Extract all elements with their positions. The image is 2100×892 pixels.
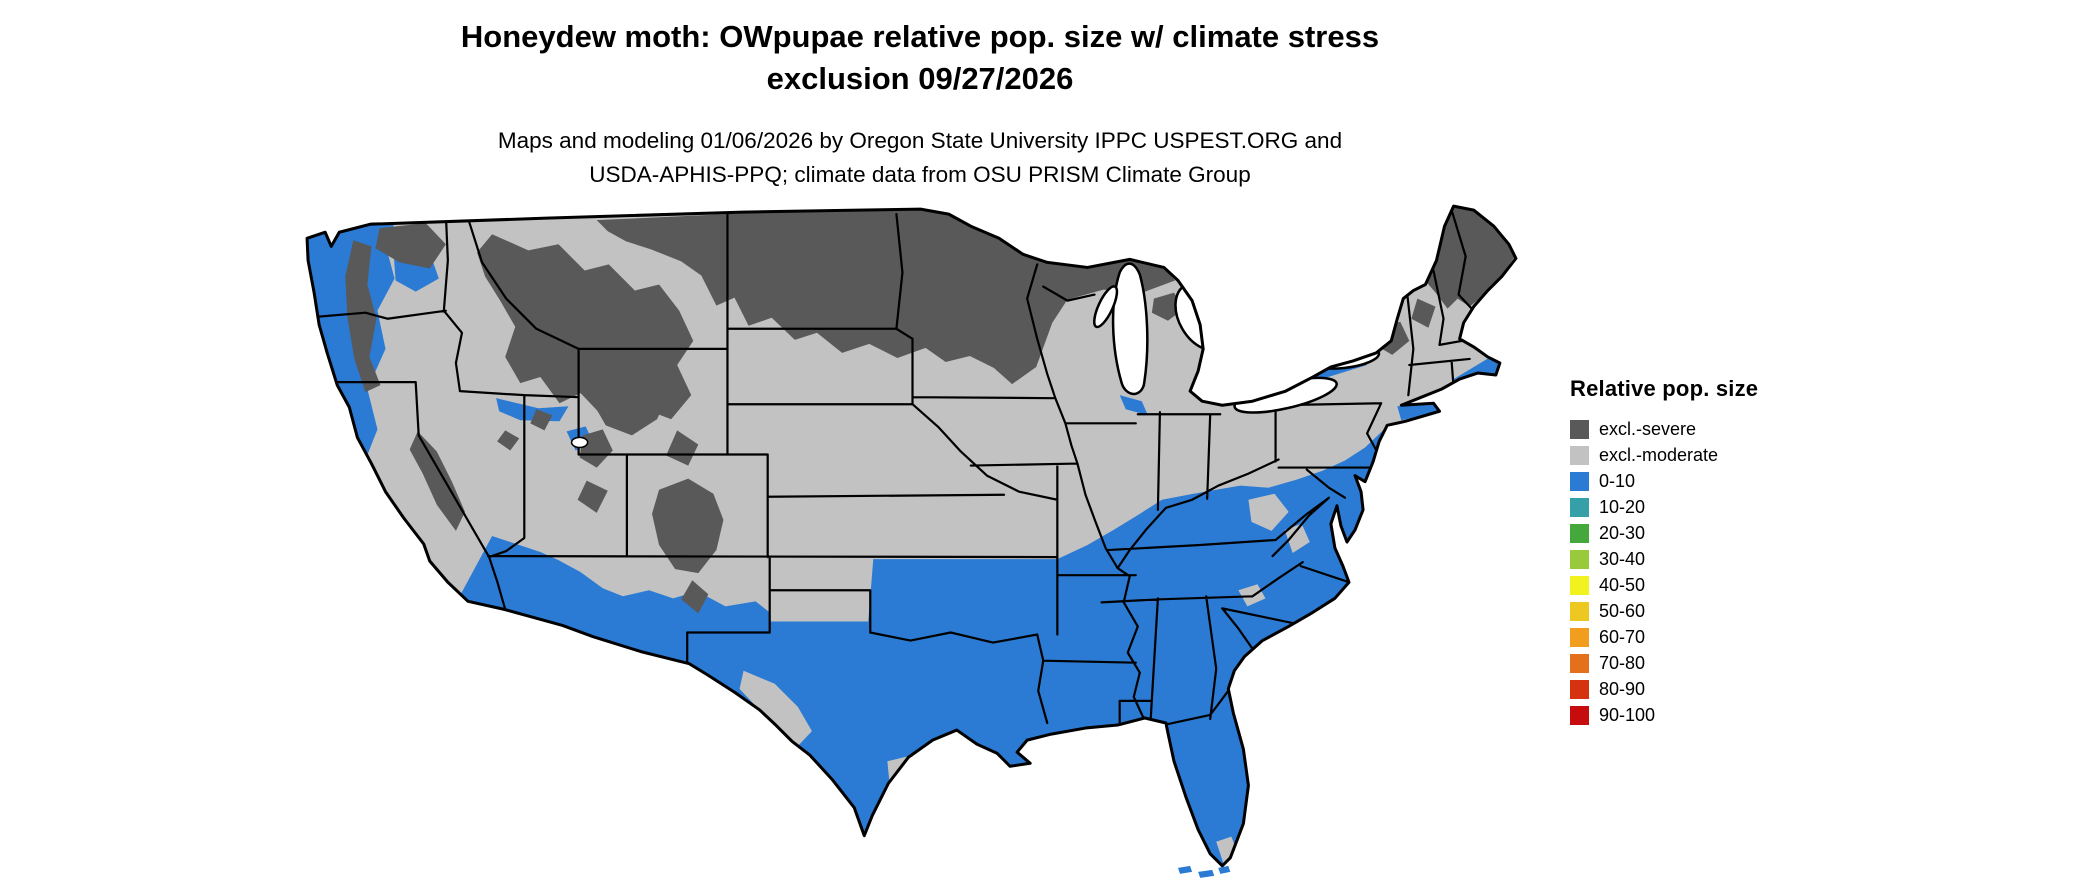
south-texas-moderate: [887, 755, 929, 792]
legend-swatch-70-80: [1570, 653, 1589, 673]
florida-keys: [1178, 865, 1231, 878]
wyoming-severe-2: [666, 430, 699, 466]
legend-swatch-80-90: [1570, 679, 1589, 699]
legend-swatch-60-70: [1570, 627, 1589, 647]
green-bay: [1093, 285, 1119, 329]
state-borders: [316, 209, 1475, 749]
legend-label: 70-80: [1599, 652, 1646, 673]
state-borders-path: [316, 209, 1475, 749]
lake-michigan: [1111, 262, 1149, 396]
us-outline: [305, 204, 1518, 868]
legend-label: 50-60: [1599, 600, 1646, 621]
legend-swatch-excl-moderate: [1570, 445, 1589, 465]
cascades-severe: [345, 240, 381, 393]
legend-item: 0-10: [1570, 468, 1758, 494]
legend-swatch-30-40: [1570, 549, 1589, 569]
legend-label: 0-10: [1599, 470, 1636, 491]
legend-item: 60-70: [1570, 624, 1758, 650]
map-title-line1: Honeydew moth: OWpupae relative pop. siz…: [460, 19, 1380, 54]
map-title-line2: exclusion 09/27/2026: [766, 61, 1074, 96]
legend-label: 90-100: [1599, 704, 1656, 725]
northern-plains-severe: [596, 209, 1175, 385]
utah-severe-2: [577, 480, 608, 513]
us-map: [305, 204, 1518, 878]
legend-label: 40-50: [1599, 574, 1646, 595]
florida-keys-dot-1: [1178, 865, 1193, 874]
figure-header: Honeydew moth: OWpupae relative pop. siz…: [120, 16, 1720, 192]
legend-item: excl.-moderate: [1570, 442, 1758, 468]
legend-swatch-50-60: [1570, 601, 1589, 621]
utah-severe-1: [579, 429, 613, 468]
legend-item: excl.-severe: [1570, 416, 1758, 442]
legend-label: 30-40: [1599, 548, 1646, 569]
legend-swatch-90-100: [1570, 705, 1589, 725]
big-bend-moderate: [739, 670, 812, 748]
legend-item: 30-40: [1570, 546, 1758, 572]
sierra-severe: [409, 431, 465, 531]
legend-item: 90-100: [1570, 702, 1758, 728]
map-subtitle-line2: USDA-APHIS-PPQ; climate data from OSU PR…: [589, 162, 1251, 187]
legend-label: 20-30: [1599, 522, 1646, 543]
lake-michigan-shore-blue: [1119, 395, 1148, 416]
legend-swatch-0-10: [1570, 471, 1589, 491]
new-mexico-severe: [681, 580, 709, 614]
legend-label: 60-70: [1599, 626, 1646, 647]
wyoming-severe: [581, 348, 669, 436]
ne-washington-severe: [375, 223, 446, 269]
great-salt-lake: [570, 436, 589, 449]
legend-title: Relative pop. size: [1570, 376, 1759, 401]
legend-item: 80-90: [1570, 676, 1758, 702]
long-island-blue: [1397, 404, 1440, 421]
legend-item: 50-60: [1570, 598, 1758, 624]
legend-label: excl.-moderate: [1599, 444, 1719, 465]
legend-swatch-40-50: [1570, 575, 1589, 595]
legend: Relative pop. size excl.-severe excl.-mo…: [1570, 376, 1758, 728]
florida-keys-dot-3: [1218, 865, 1231, 874]
west-virginia-moderate-1: [1248, 493, 1289, 531]
legend-label: 80-90: [1599, 678, 1646, 699]
nevada-severe-2: [497, 430, 520, 451]
legend-label: 10-20: [1599, 496, 1646, 517]
colorado-severe: [652, 478, 724, 574]
map-subtitle-line1: Maps and modeling 01/06/2026 by Oregon S…: [497, 128, 1343, 153]
legend-swatch-10-20: [1570, 497, 1589, 517]
florida-keys-dot-2: [1198, 869, 1215, 878]
map-subtitle: Maps and modeling 01/06/2026 by Oregon S…: [120, 124, 1720, 192]
white-mountains-severe: [1411, 298, 1436, 328]
maine-severe: [1423, 206, 1515, 309]
legend-label: excl.-severe: [1599, 418, 1697, 439]
legend-item: 10-20: [1570, 494, 1758, 520]
legend-swatch-20-30: [1570, 523, 1589, 543]
legend-item: 40-50: [1570, 572, 1758, 598]
west-virginia-moderate-2: [1284, 523, 1310, 554]
legend-item: 20-30: [1570, 520, 1758, 546]
nevada-severe-1: [530, 409, 553, 431]
legend-item: 70-80: [1570, 650, 1758, 676]
legend-swatch-excl-severe: [1570, 419, 1589, 439]
